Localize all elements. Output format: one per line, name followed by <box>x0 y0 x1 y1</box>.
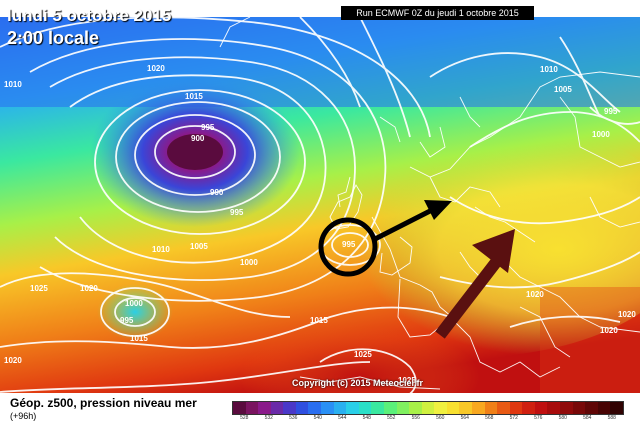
isobar-label: 1010 <box>152 245 170 254</box>
isobar-label: 1015 <box>130 334 148 343</box>
legend-title: Géop. z500, pression niveau mer <box>10 396 197 410</box>
isobar-label: 1005 <box>554 85 572 94</box>
color-scale-tick: 536 <box>289 415 298 421</box>
isobar-label: 1020 <box>618 310 636 319</box>
color-scale-swatch <box>434 402 447 414</box>
color-scale-tick: 588 <box>607 415 616 421</box>
pressure-labels: 1020 1010 1015 995 900 990 995 1010 1005… <box>4 64 636 407</box>
annotation-arrow-black <box>373 200 452 242</box>
isobar-label: 995 <box>342 240 356 249</box>
color-scale-swatch <box>446 402 460 414</box>
color-scale-swatch <box>459 402 472 414</box>
isobar-label: 1000 <box>240 258 258 267</box>
isobar-label: 1005 <box>190 242 208 251</box>
isobar-label: 995 <box>604 107 618 116</box>
color-scale-swatch <box>471 402 485 414</box>
color-scale-swatch <box>233 402 246 414</box>
color-scale-tick: 532 <box>264 415 273 421</box>
color-scale-swatch <box>534 402 548 414</box>
isobar-label: 995 <box>201 123 215 132</box>
color-scale-ticks: 528 532 536 540 544 548 552 556 560 564 568 572 576 5… <box>232 415 624 425</box>
color-scale-tick: 572 <box>509 415 518 421</box>
color-scale-swatch <box>333 402 347 414</box>
color-scale-swatch <box>358 402 372 414</box>
color-scale-swatch <box>484 402 498 414</box>
annotation-arrow-brown <box>435 229 515 339</box>
color-scale-swatch <box>295 402 309 414</box>
isobar-label: 1010 <box>4 80 22 89</box>
color-scale-swatch <box>522 402 535 414</box>
isobar-label: 1015 <box>310 316 328 325</box>
color-scale-swatch <box>547 402 561 414</box>
color-scale-swatch <box>346 402 359 414</box>
isobar-label: 1020 <box>600 326 618 335</box>
color-scale-swatch <box>409 402 422 414</box>
color-scale-tick: 552 <box>387 415 396 421</box>
isobar-label: 1000 <box>125 299 143 308</box>
color-scale-tick: 548 <box>362 415 371 421</box>
run-info: Run ECMWF 0Z du jeudi 1 octobre 2015 <box>341 6 534 20</box>
color-scale-swatch <box>308 402 322 414</box>
legend-subtitle: (+96h) <box>10 411 37 421</box>
color-scale-swatch <box>258 402 271 414</box>
isobar-label: 995 <box>230 208 244 217</box>
color-scale-tick: 560 <box>436 415 445 421</box>
color-scale-tick: 528 <box>240 415 249 421</box>
ridge-area <box>250 117 640 357</box>
isobar-label: 1025 <box>354 350 372 359</box>
color-scale-tick: 568 <box>485 415 494 421</box>
isobar-label: 1025 <box>398 376 416 385</box>
color-scale-tick: 576 <box>534 415 543 421</box>
color-scale-tick: 544 <box>338 415 347 421</box>
isobar-label: 900 <box>191 134 205 143</box>
isobar-label: 1015 <box>185 92 203 101</box>
color-scale-swatch <box>270 402 284 414</box>
copyright: Copyright (c) 2015 Meteociel.fr <box>292 378 424 388</box>
color-scale-swatch <box>597 402 611 414</box>
color-scale-swatch <box>383 402 397 414</box>
color-scale-swatch <box>560 402 573 414</box>
color-scale-swatch <box>371 402 384 414</box>
color-scale-tick: 556 <box>411 415 420 421</box>
isobars <box>0 16 640 403</box>
isobar-label: 995 <box>120 316 134 325</box>
isobar-label: 1020 <box>147 64 165 73</box>
color-scale-tick: 564 <box>460 415 469 421</box>
color-scale-swatch <box>283 402 296 414</box>
color-scale-tick: 580 <box>558 415 567 421</box>
color-scale-swatch <box>572 402 586 414</box>
forecast-time: 2:00 locale <box>7 28 100 48</box>
forecast-date: lundi 5 octobre 2015 <box>7 6 172 25</box>
color-scale-swatch <box>509 402 523 414</box>
isobar-label: 1020 <box>80 284 98 293</box>
isobar-label: 1020 <box>526 290 544 299</box>
color-scale-tick: 540 <box>313 415 322 421</box>
color-scale <box>232 401 624 415</box>
color-scale-swatch <box>396 402 410 414</box>
color-scale-swatch <box>610 402 623 414</box>
isobar-label: 990 <box>210 188 224 197</box>
color-scale-tick: 584 <box>583 415 592 421</box>
color-scale-swatch <box>321 402 334 414</box>
isobar-label: 1020 <box>4 356 22 365</box>
color-scale-swatch <box>497 402 510 414</box>
color-scale-swatch <box>421 402 435 414</box>
color-scale-swatch <box>585 402 598 414</box>
isobar-label: 1000 <box>592 130 610 139</box>
isobar-label: 1010 <box>540 65 558 74</box>
annotation-circle <box>318 217 378 277</box>
isobar-label: 1025 <box>30 284 48 293</box>
color-scale-swatch <box>245 402 259 414</box>
